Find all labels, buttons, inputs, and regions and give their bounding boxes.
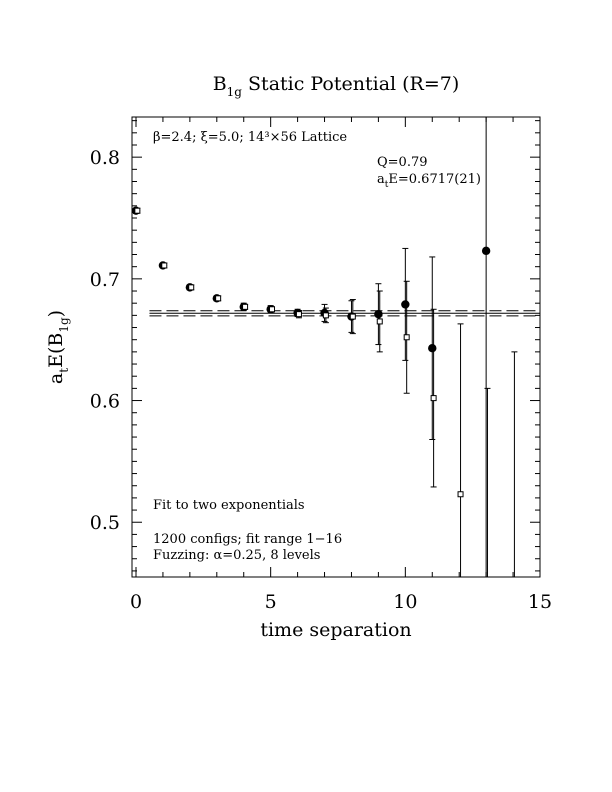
fit-band: [149, 310, 540, 317]
data-point-square: [188, 284, 195, 291]
data-point-square: [457, 491, 464, 498]
y-tick-label: 0.5: [90, 512, 120, 534]
x-tick-label: 10: [393, 591, 417, 613]
title-rest: Static Potential (R=7): [242, 73, 459, 95]
data-point-square: [295, 311, 302, 318]
x-tick-label: 5: [265, 591, 277, 613]
x-tick-label: 0: [130, 591, 142, 613]
x-axis-label: time separation: [260, 619, 411, 641]
annotation-configs: 1200 configs; fit range 1−16: [153, 532, 342, 547]
data-point-square: [430, 395, 437, 402]
data-points: [131, 117, 518, 577]
annotation-energy: atE=0.6717(21): [377, 172, 481, 190]
data-point-square: [349, 313, 356, 320]
y-axis-label: atE(B1g): [45, 310, 71, 384]
data-point-square: [322, 312, 329, 319]
y-tick-label: 0.8: [90, 147, 120, 169]
plot-frame: [131, 116, 541, 578]
chart-title: B1g Static Potential (R=7): [213, 73, 460, 99]
data-point-square: [134, 207, 141, 214]
data-point-square: [403, 334, 410, 341]
data-point-circle: [401, 300, 410, 309]
data-point-circle: [374, 309, 383, 319]
data-point-square: [215, 295, 222, 302]
data-point-circle: [481, 246, 491, 256]
annotation-fuzzing: Fuzzing: α=0.25, 8 levels: [153, 548, 320, 563]
annotation-q: Q=0.79: [377, 155, 428, 170]
axis-tick-labels: 0 5 10 15 0.5 0.6 0.7 0.8: [90, 147, 552, 613]
annotation-fit: Fit to two exponentials: [153, 498, 305, 513]
y-tick-label: 0.7: [90, 269, 120, 291]
y-tick-label: 0.6: [90, 391, 120, 413]
data-point-square: [269, 306, 276, 313]
axis-ticks: [132, 117, 541, 577]
title-main: B: [213, 73, 227, 95]
data-point-circle: [428, 344, 437, 353]
data-point-square: [242, 303, 249, 310]
annotation-lattice: β=2.4; ξ=5.0; 14³×56 Lattice: [153, 130, 347, 145]
x-tick-label: 15: [528, 591, 552, 613]
title-subscript: 1g: [227, 85, 243, 99]
data-point-square: [161, 262, 168, 269]
data-point-square: [376, 318, 383, 325]
